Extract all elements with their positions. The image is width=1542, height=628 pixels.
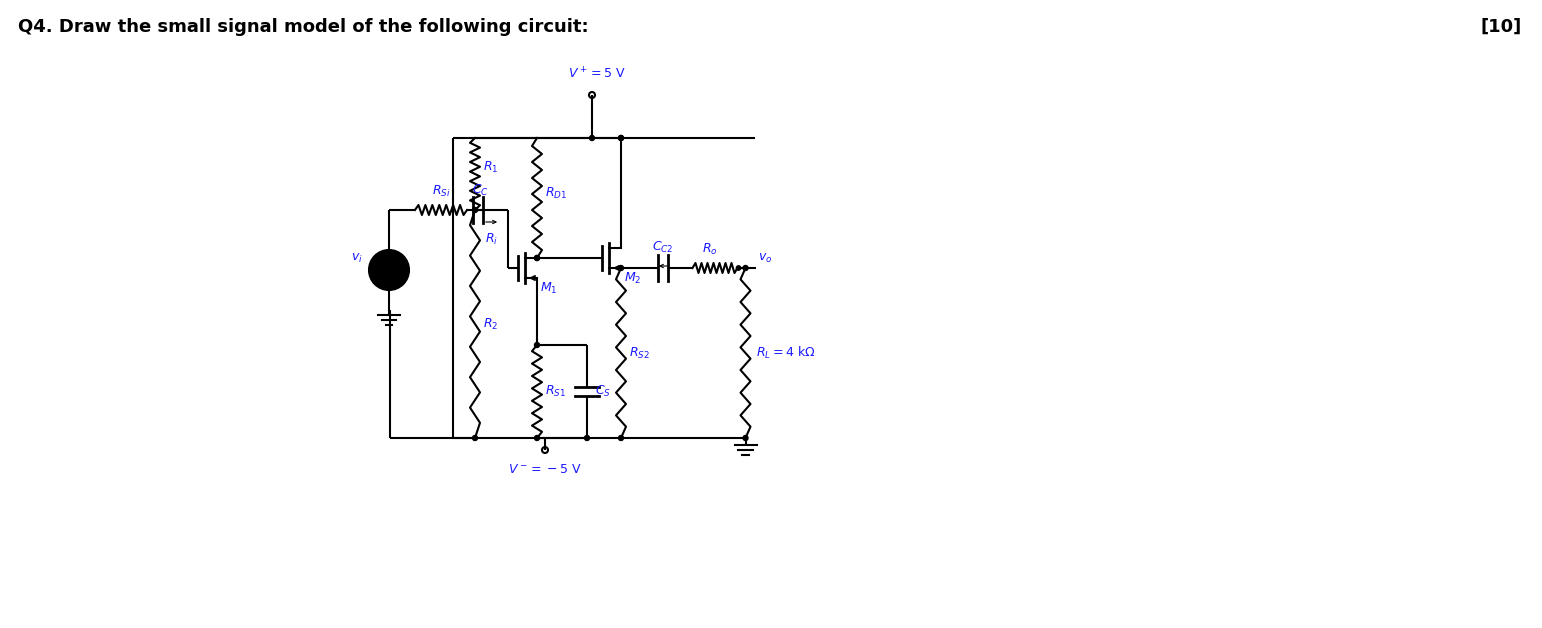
- Text: $R_{S2}$: $R_{S2}$: [629, 345, 649, 360]
- Text: $V^+=5\ \mathrm{V}$: $V^+=5\ \mathrm{V}$: [567, 67, 626, 82]
- Text: $R_{S1}$: $R_{S1}$: [544, 384, 566, 399]
- Text: $R_1$: $R_1$: [483, 160, 498, 175]
- Circle shape: [618, 435, 623, 440]
- Text: Q4. Draw the small signal model of the following circuit:: Q4. Draw the small signal model of the f…: [19, 18, 589, 36]
- Circle shape: [618, 136, 623, 141]
- Text: $V^-=-5\ \mathrm{V}$: $V^-=-5\ \mathrm{V}$: [509, 463, 581, 476]
- Circle shape: [589, 136, 595, 141]
- Text: $C_S$: $C_S$: [595, 384, 611, 399]
- Text: $C_{C2}$: $C_{C2}$: [652, 240, 674, 255]
- Text: $M_1$: $M_1$: [540, 281, 558, 296]
- Text: [10]: [10]: [1480, 18, 1522, 36]
- Text: $M_2$: $M_2$: [625, 271, 641, 286]
- Circle shape: [736, 266, 740, 270]
- Circle shape: [535, 435, 540, 440]
- Text: $v_o$: $v_o$: [757, 252, 773, 265]
- Circle shape: [472, 207, 478, 212]
- Text: $R_L=4\ \mathrm{k}\Omega$: $R_L=4\ \mathrm{k}\Omega$: [756, 345, 816, 361]
- Text: +: +: [384, 256, 395, 269]
- Circle shape: [535, 256, 540, 261]
- Circle shape: [618, 136, 623, 141]
- Text: $C_C$: $C_C$: [472, 183, 489, 198]
- Circle shape: [743, 435, 748, 440]
- Text: $R_2$: $R_2$: [483, 317, 498, 332]
- Circle shape: [535, 342, 540, 347]
- Text: $R_o$: $R_o$: [702, 242, 719, 257]
- Circle shape: [618, 266, 623, 271]
- Text: $v_i$: $v_i$: [352, 251, 362, 264]
- Text: $R_{Si}$: $R_{Si}$: [432, 184, 450, 199]
- Text: $R_{D1}$: $R_{D1}$: [544, 185, 567, 200]
- Circle shape: [369, 250, 409, 290]
- Circle shape: [472, 435, 478, 440]
- Circle shape: [535, 256, 540, 261]
- Circle shape: [743, 266, 748, 271]
- Text: −: −: [384, 269, 395, 283]
- Text: $R_i$: $R_i$: [486, 232, 498, 247]
- Circle shape: [584, 435, 589, 440]
